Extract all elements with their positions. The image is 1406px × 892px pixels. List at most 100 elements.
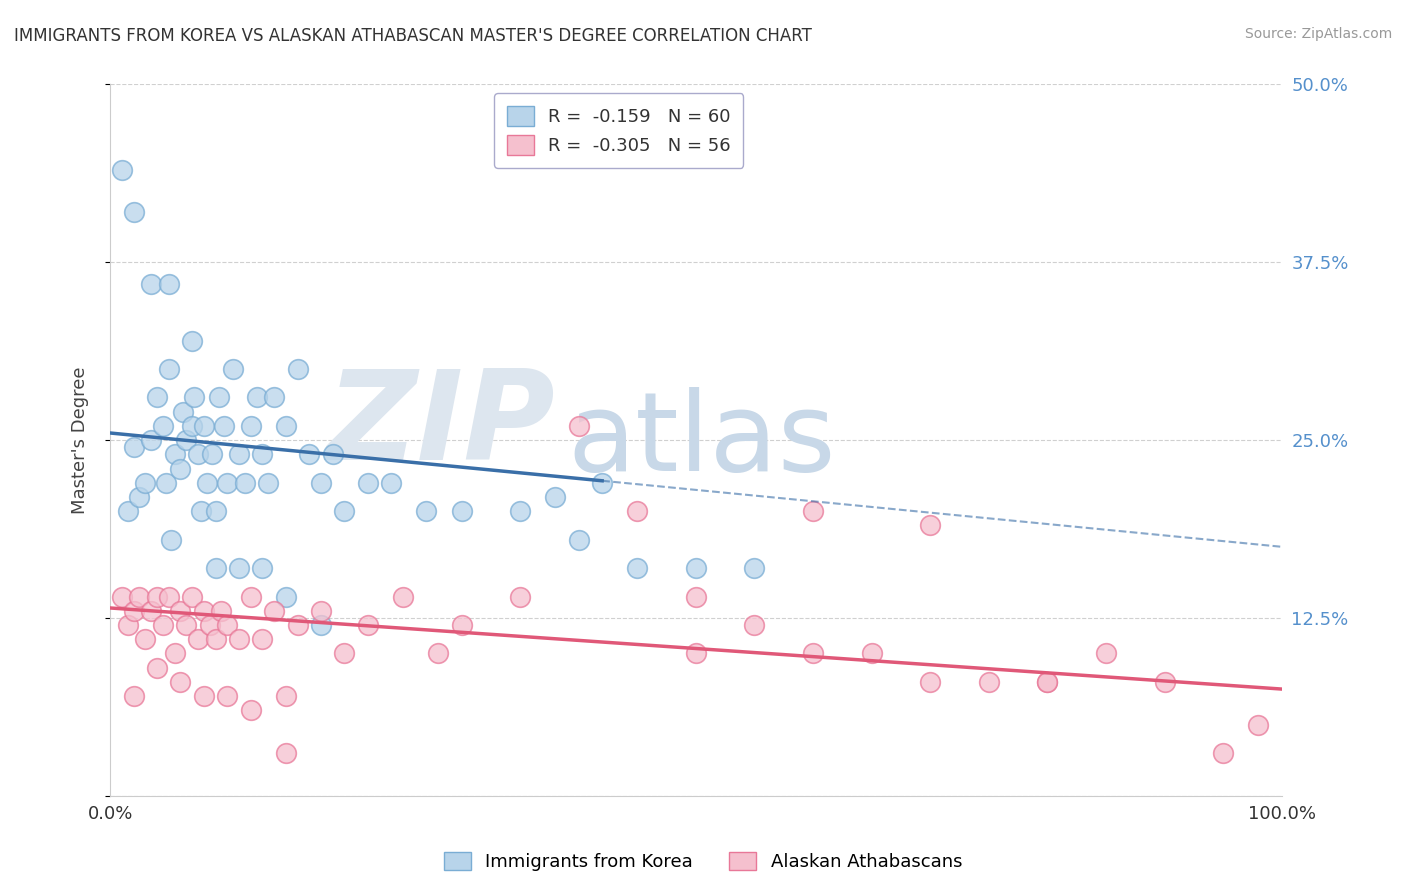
Y-axis label: Master's Degree: Master's Degree (72, 367, 89, 514)
Point (174, 618, 197, 632)
Point (1153, 675, 1175, 690)
Point (591, 475, 613, 490)
Point (309, 475, 332, 490)
Point (111, 590, 134, 604)
Point (252, 561, 274, 575)
Point (157, 590, 180, 604)
Point (333, 647, 356, 661)
Point (309, 618, 332, 632)
Point (193, 418, 215, 433)
Point (228, 561, 250, 575)
Point (169, 604, 191, 618)
Point (122, 689, 145, 703)
Point (920, 675, 942, 690)
Point (117, 504, 139, 518)
Point (357, 475, 380, 490)
Point (190, 504, 212, 518)
Point (263, 391, 285, 405)
Point (187, 632, 209, 647)
Point (209, 604, 232, 618)
Point (228, 632, 250, 647)
Point (509, 590, 531, 604)
Text: IMMIGRANTS FROM KOREA VS ALASKAN ATHABASCAN MASTER'S DEGREE CORRELATION CHART: IMMIGRANTS FROM KOREA VS ALASKAN ATHABAS… (14, 27, 811, 45)
Point (198, 618, 221, 632)
Point (450, 504, 472, 518)
Point (263, 604, 285, 618)
Point (744, 618, 766, 632)
Point (744, 561, 766, 575)
Point (163, 647, 186, 661)
Point (252, 447, 274, 461)
Point (801, 504, 824, 518)
Point (685, 561, 707, 575)
Point (139, 433, 162, 447)
Point (1212, 746, 1234, 760)
Point (204, 632, 226, 647)
Point (157, 277, 180, 291)
Point (222, 362, 245, 376)
Point (228, 447, 250, 461)
Point (160, 533, 183, 547)
Point (685, 647, 707, 661)
Point (257, 475, 280, 490)
Point (626, 561, 648, 575)
Point (204, 561, 226, 575)
Point (163, 447, 186, 461)
Legend: Immigrants from Korea, Alaskan Athabascans: Immigrants from Korea, Alaskan Athabasca… (437, 845, 969, 879)
Point (860, 647, 883, 661)
Point (233, 475, 256, 490)
Point (122, 205, 145, 219)
Point (152, 418, 174, 433)
Point (287, 362, 309, 376)
Point (239, 703, 262, 717)
Point (193, 604, 215, 618)
Point (245, 391, 267, 405)
Point (287, 618, 309, 632)
Point (309, 604, 332, 618)
Point (427, 647, 450, 661)
Point (111, 162, 134, 177)
Point (544, 490, 567, 504)
Point (139, 604, 162, 618)
Point (801, 647, 824, 661)
Point (322, 447, 344, 461)
Point (333, 504, 356, 518)
Text: atlas: atlas (567, 386, 835, 493)
Point (134, 475, 156, 490)
Point (920, 518, 942, 533)
Point (146, 391, 169, 405)
Point (139, 277, 162, 291)
Point (128, 590, 150, 604)
Point (568, 418, 591, 433)
Point (274, 418, 297, 433)
Point (977, 675, 1000, 690)
Point (172, 404, 194, 418)
Point (169, 461, 191, 475)
Point (252, 632, 274, 647)
Point (117, 618, 139, 632)
Point (183, 391, 205, 405)
Point (181, 590, 204, 604)
Point (509, 504, 531, 518)
Point (217, 475, 239, 490)
Point (217, 618, 239, 632)
Point (174, 433, 197, 447)
Point (212, 418, 235, 433)
Point (239, 418, 262, 433)
Text: ZIP: ZIP (326, 366, 555, 486)
Point (450, 618, 472, 632)
Text: Source: ZipAtlas.com: Source: ZipAtlas.com (1244, 27, 1392, 41)
Point (274, 590, 297, 604)
Point (568, 533, 591, 547)
Point (239, 590, 262, 604)
Point (128, 490, 150, 504)
Point (155, 475, 177, 490)
Point (380, 475, 402, 490)
Point (626, 504, 648, 518)
Point (217, 689, 239, 703)
Point (1095, 647, 1118, 661)
Point (152, 618, 174, 632)
Point (134, 632, 156, 647)
Point (181, 334, 204, 348)
Point (169, 675, 191, 690)
